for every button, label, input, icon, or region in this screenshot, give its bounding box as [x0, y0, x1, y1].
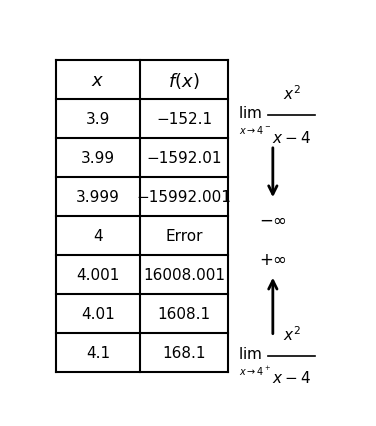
Text: $x \to 4^+$: $x \to 4^+$ — [239, 364, 271, 377]
Text: Error: Error — [165, 229, 203, 244]
Text: $+\infty$: $+\infty$ — [259, 250, 287, 269]
Text: 4.01: 4.01 — [81, 307, 115, 322]
Text: $x-4$: $x-4$ — [272, 369, 311, 386]
Text: 4: 4 — [93, 229, 103, 244]
Text: $\lim$: $\lim$ — [238, 345, 262, 361]
Text: $x$: $x$ — [91, 72, 105, 89]
Text: $x-4$: $x-4$ — [272, 129, 311, 145]
Text: 4.001: 4.001 — [76, 268, 120, 283]
Text: 16008.001: 16008.001 — [143, 268, 225, 283]
Text: 3.9: 3.9 — [86, 112, 110, 127]
Text: $\lim$: $\lim$ — [238, 105, 262, 121]
Text: 3.99: 3.99 — [81, 151, 115, 166]
Text: $x^2$: $x^2$ — [283, 325, 301, 343]
Text: −152.1: −152.1 — [156, 112, 212, 127]
Text: 168.1: 168.1 — [162, 345, 206, 360]
Text: $x^2$: $x^2$ — [283, 84, 301, 103]
Text: $-\infty$: $-\infty$ — [259, 210, 287, 228]
Text: 1608.1: 1608.1 — [158, 307, 211, 322]
Text: −1592.01: −1592.01 — [146, 151, 222, 166]
Text: $f(x)$: $f(x)$ — [168, 70, 200, 90]
Text: 4.1: 4.1 — [86, 345, 110, 360]
Text: −15992.001: −15992.001 — [136, 190, 231, 205]
Text: $x \to 4^-$: $x \to 4^-$ — [239, 124, 271, 136]
Text: 3.999: 3.999 — [76, 190, 120, 205]
